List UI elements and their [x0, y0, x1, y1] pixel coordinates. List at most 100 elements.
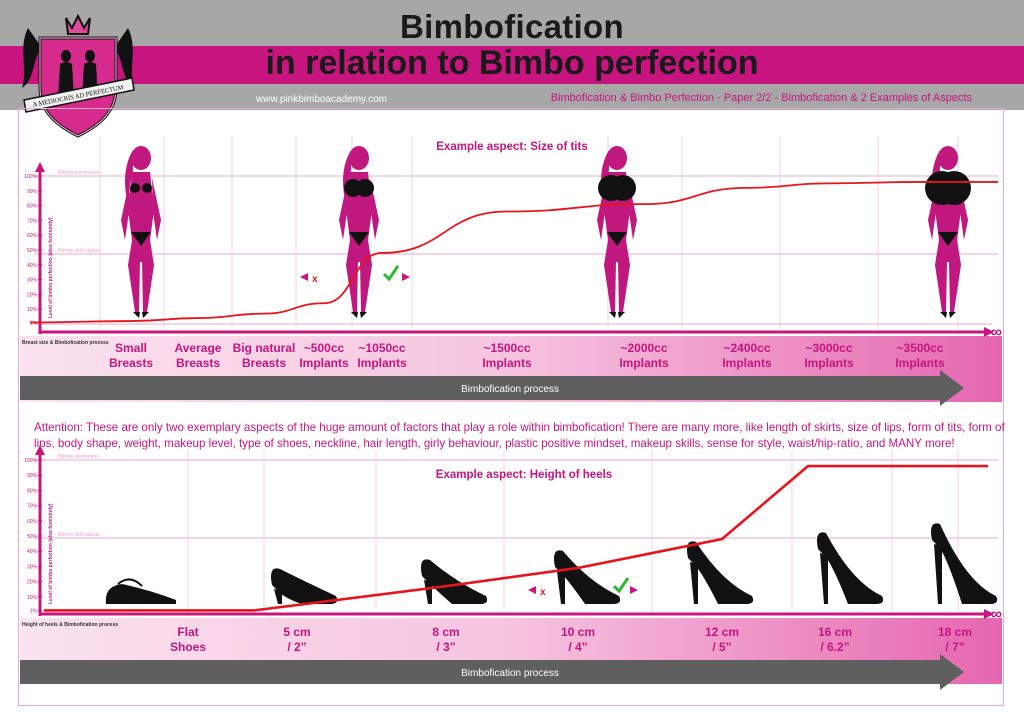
content-frame [18, 108, 1004, 706]
high-heel-shoe-icon [931, 523, 998, 604]
chart-1-category-label: Implants [619, 356, 669, 370]
chart-1-category-label: Big natural [233, 341, 296, 355]
chart-1-curve [29, 181, 998, 324]
chart-1-figures [121, 146, 971, 318]
chart-2-category-label: 8 cm [432, 625, 459, 639]
academy-crest-logo: A MEDIOCRIS AD PERFECTUM [22, 13, 135, 138]
silhouette-hair [125, 150, 133, 200]
high-heel-shoe-icon [817, 532, 884, 604]
chart-2-category-label: / 5” [712, 640, 731, 654]
page-title: Bimbofication [400, 8, 624, 45]
chart-2-process-label: Bimbofication process [461, 668, 559, 679]
chart-1-ylabel: Level of bimbo perfection (also feminini… [48, 217, 54, 318]
chart-2-y-tick-label: 40% [27, 549, 38, 555]
silhouette-top-right [937, 171, 971, 205]
silhouette-bottom [349, 232, 369, 246]
high-heel-shoe-icon [687, 541, 754, 604]
shoe-heel [557, 571, 565, 604]
silhouette-top-right [356, 179, 374, 197]
high-heel-shoe-icon [271, 568, 338, 604]
chart-1-x-arrowhead [984, 327, 994, 337]
woman-silhouette-icon [597, 146, 637, 318]
chart-2-y-tick-label: 10% [27, 595, 38, 601]
chart-1-category-label: Breasts [242, 356, 286, 370]
left-arrow-icon [528, 586, 536, 594]
chart-1-category-label: ~1500cc [483, 341, 530, 355]
silhouette-head [131, 146, 151, 170]
chart-1-y-arrowhead [35, 162, 45, 172]
chart-2-ref-perfection: Bimbo perfection [58, 454, 99, 460]
chart-2-y-tick-label: 20% [27, 580, 38, 586]
shoe-body [554, 550, 621, 604]
chart-1-ref-perfection: Bimbo perfection [58, 170, 99, 176]
chart-2-category-label: / 7” [945, 640, 964, 654]
shoe-body [271, 568, 338, 604]
flat-shoe-strap [117, 578, 143, 587]
check-icon [382, 265, 400, 282]
chart-1-xlabel: Breast size & Bimbofication process [22, 340, 109, 346]
flat-shoe-body [105, 584, 176, 604]
chart-2-markers: x [528, 577, 638, 598]
chart-2-xlabel: Height of heels & Bimbofication process [22, 622, 118, 628]
chart-1-y-tick-label: 60% [27, 233, 38, 239]
chart-2-x-arrowhead [984, 609, 994, 619]
chart-1-y-tick-label: 70% [27, 218, 38, 224]
high-heel-shoe-icon [105, 578, 176, 604]
chart-2-category-label: Shoes [170, 640, 206, 654]
title-band [0, 46, 1024, 84]
chart-1-category-label: Breasts [176, 356, 220, 370]
cross-icon: x [540, 587, 546, 598]
chart-2-category-label: / 3” [436, 640, 455, 654]
chart-2-title: Example aspect: Height of heels [436, 469, 612, 481]
silhouette-shoes [609, 312, 625, 318]
shoe-body [817, 532, 884, 604]
silhouette-top-right [142, 183, 152, 193]
chart-1-process-label: Bimbofication process [461, 384, 559, 395]
chart-2-y-tick-label: 90% [27, 473, 38, 479]
silhouette-arms [928, 178, 968, 240]
chart-2-column-lines [187, 450, 959, 612]
chart-2-y-tick-label: 100% [24, 458, 37, 464]
chart-1-y-tick-label: 80% [27, 204, 38, 210]
shoe-heel [690, 562, 698, 604]
page-subtitle: in relation to Bimbo perfection [265, 44, 759, 82]
chart-1-ref-doll: Bimbo doll status [58, 248, 100, 254]
chart-2-category-label: 5 cm [283, 625, 310, 639]
silhouette-arms [339, 178, 379, 240]
chart-1-y-tick-label: 40% [27, 263, 38, 269]
chart-1-category-label: Implants [357, 356, 407, 370]
shoe-body [687, 541, 754, 604]
chart-1-y-ticks: 1% 10% 20% 30% 40% 50% 60% 70% 80% 90% 100% [24, 174, 42, 327]
silhouette-bottom [938, 232, 958, 246]
chart-2-infinity: ∞ [991, 606, 1002, 623]
chart-1-infinity: ∞ [991, 324, 1002, 341]
chart-1: ∞ Bimbo perfection Bimbo doll status Lev… [20, 136, 1002, 406]
chart-2-curve [44, 464, 988, 612]
chart-2-y-tick-label: 70% [27, 504, 38, 510]
woman-silhouette-icon [339, 146, 379, 318]
chart-1-category-label: Implants [895, 356, 945, 370]
silhouette-top-right [610, 175, 636, 201]
silhouette-arms [597, 178, 637, 240]
cross-icon: x [312, 274, 318, 285]
chart-2-process-arrow [20, 654, 964, 690]
left-arrow-icon [300, 273, 308, 281]
silhouette-shoes [133, 312, 149, 318]
chart-1-column-lines [99, 136, 959, 330]
silhouette-shoes [940, 312, 956, 318]
website-url[interactable]: www.pinkbimboacademy.com [256, 94, 387, 105]
shoe-heel [820, 553, 828, 604]
chart-2-category-label: / 4” [568, 640, 587, 654]
chart-2-category-label: 10 cm [561, 625, 595, 639]
attention-note: Attention: These are only two exemplary … [34, 421, 1005, 450]
chart-1-category-label: Implants [299, 356, 349, 370]
silhouette-head [938, 146, 958, 170]
chart-1-category-label: Average [175, 341, 222, 355]
silhouette-head [349, 146, 369, 170]
chart-2-y-tick-label: 30% [27, 564, 38, 570]
high-heel-shoe-icon [421, 559, 488, 604]
chart-1-category-label: Breasts [109, 356, 153, 370]
woman-silhouette-icon [925, 146, 971, 318]
